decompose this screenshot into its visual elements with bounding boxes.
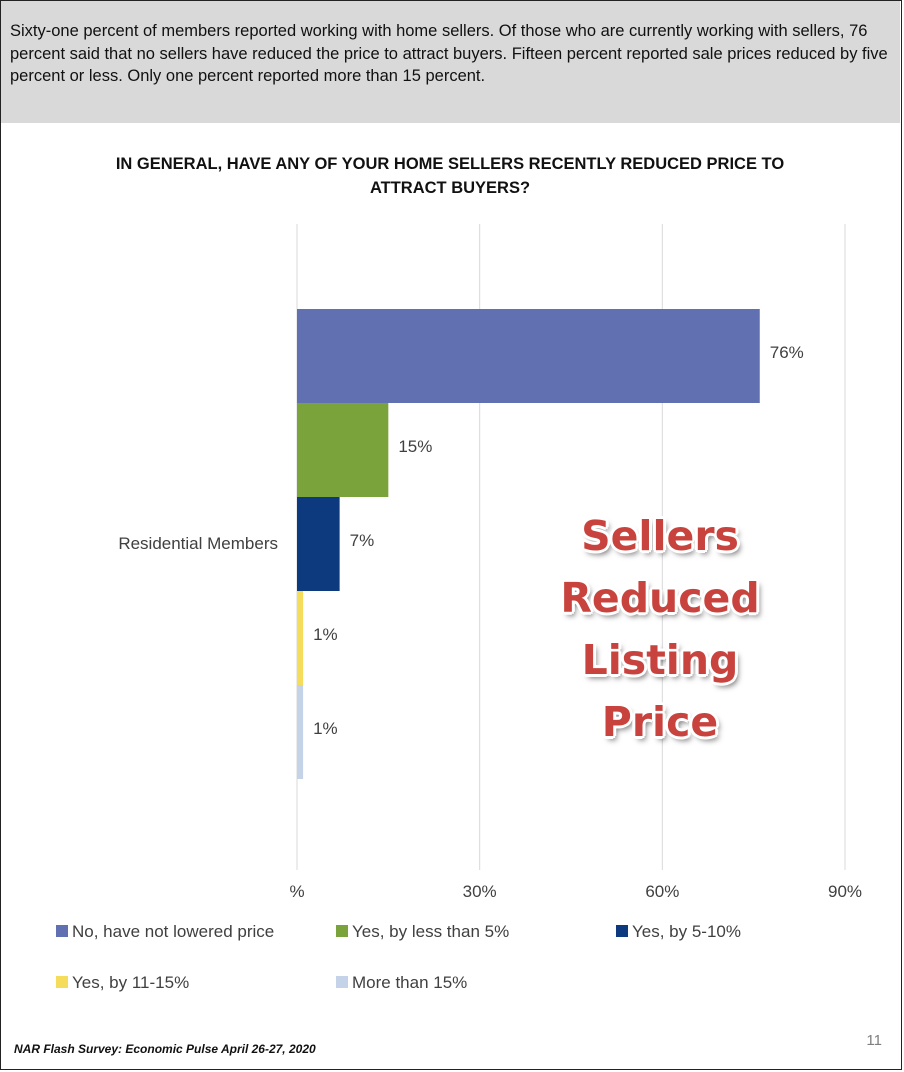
legend-label: No, have not lowered price	[72, 922, 275, 941]
bar	[297, 403, 389, 497]
summary-text: Sixty-one percent of members reported wo…	[10, 22, 888, 85]
bar	[297, 685, 304, 779]
data-label: 15%	[398, 437, 432, 456]
x-tick-label: %	[289, 882, 304, 901]
page-number: 11	[866, 1032, 882, 1049]
legend-item: Yes, by 11-15%	[56, 973, 189, 993]
legend-swatch	[336, 976, 348, 988]
legend-label: Yes, by 11-15%	[72, 973, 190, 992]
x-tick-label: 30%	[463, 882, 497, 901]
legend-item: Yes, by 5-10%	[616, 922, 741, 942]
legend-item: Yes, by less than 5%	[336, 922, 509, 942]
overlay-line: Reduced	[560, 574, 760, 622]
legend-swatch	[336, 925, 348, 937]
legend-swatch	[56, 976, 68, 988]
legend-swatch	[616, 925, 628, 937]
footer-source: NAR Flash Survey: Economic Pulse April 2…	[14, 1042, 316, 1056]
bar	[297, 591, 304, 685]
data-label: 1%	[313, 719, 338, 738]
legend-label: More than 15%	[352, 973, 468, 992]
x-tick-label: 60%	[645, 882, 679, 901]
overlay-line: Listing	[581, 636, 739, 684]
data-label: 7%	[350, 531, 375, 550]
data-label: 1%	[313, 625, 338, 644]
overlay-line: Sellers	[581, 512, 739, 560]
overlay-caption: Sellers Reduced Listing Price	[520, 505, 800, 753]
legend-swatch	[56, 925, 68, 937]
bar	[297, 309, 760, 403]
legend-label: Yes, by less than 5%	[352, 922, 510, 941]
legend-item: No, have not lowered price	[56, 922, 274, 942]
legend-label: Yes, by 5-10%	[632, 922, 741, 941]
data-label: 76%	[770, 343, 804, 362]
bar	[297, 497, 340, 591]
summary-box: Sixty-one percent of members reported wo…	[1, 1, 900, 123]
category-label: Residential Members	[118, 534, 278, 553]
overlay-line: Price	[601, 698, 719, 746]
chart-title: IN GENERAL, HAVE ANY OF YOUR HOME SELLER…	[115, 155, 785, 197]
legend-item: More than 15%	[336, 973, 467, 993]
x-tick-label: 90%	[828, 882, 862, 901]
